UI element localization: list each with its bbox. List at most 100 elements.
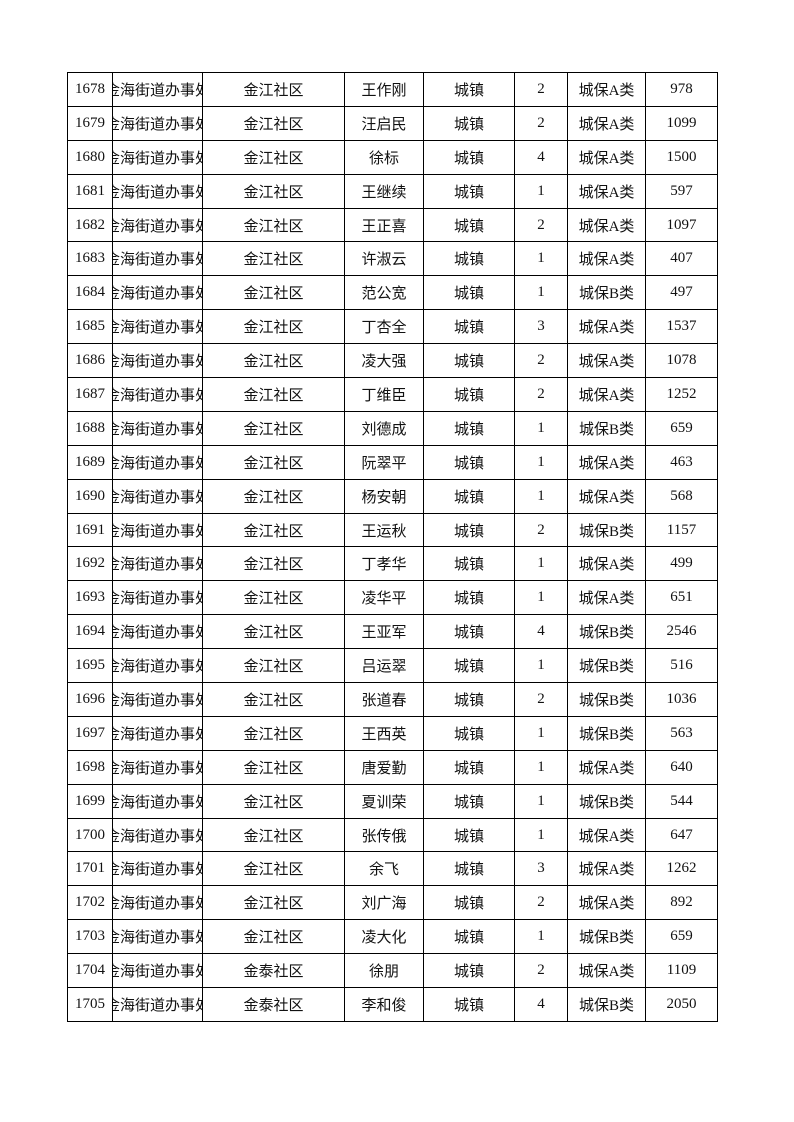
row-number: 1685 bbox=[67, 309, 113, 345]
category: 城保A类 bbox=[567, 241, 646, 277]
office-text: 金海街道办事处 bbox=[114, 489, 202, 506]
person-name: 王继续 bbox=[344, 173, 424, 209]
table-row: 1700金海街道办事处金江社区张传俄城镇1城保A类647 bbox=[67, 817, 718, 853]
office: 金海街道办事处 bbox=[112, 72, 203, 107]
person-name: 丁孝华 bbox=[344, 546, 424, 582]
row-number: 1701 bbox=[67, 851, 113, 887]
community: 金江社区 bbox=[202, 309, 345, 345]
amount: 407 bbox=[645, 241, 718, 277]
community: 金江社区 bbox=[202, 885, 345, 921]
community: 金江社区 bbox=[202, 614, 345, 650]
area-type: 城镇 bbox=[423, 410, 515, 446]
row-number: 1699 bbox=[67, 783, 113, 819]
area-type: 城镇 bbox=[423, 715, 515, 751]
community: 金江社区 bbox=[202, 648, 345, 684]
person-name: 张传俄 bbox=[344, 817, 424, 853]
office-text: 金海街道办事处 bbox=[114, 523, 202, 540]
office-text: 金海街道办事处 bbox=[114, 252, 202, 269]
area-type: 城镇 bbox=[423, 72, 515, 107]
community: 金江社区 bbox=[202, 512, 345, 548]
category: 城保B类 bbox=[567, 715, 646, 751]
office-text: 金海街道办事处 bbox=[114, 862, 202, 879]
community: 金江社区 bbox=[202, 546, 345, 582]
area-type: 城镇 bbox=[423, 885, 515, 921]
table-row: 1690金海街道办事处金江社区杨安朝城镇1城保A类568 bbox=[67, 478, 718, 514]
category: 城保B类 bbox=[567, 987, 646, 1022]
office: 金海街道办事处 bbox=[112, 377, 203, 412]
person-name: 许淑云 bbox=[344, 241, 424, 277]
office: 金海街道办事处 bbox=[112, 512, 203, 548]
person-name: 刘广海 bbox=[344, 885, 424, 921]
area-type: 城镇 bbox=[423, 173, 515, 209]
amount: 563 bbox=[645, 715, 718, 751]
amount: 647 bbox=[645, 817, 718, 853]
office: 金海街道办事处 bbox=[112, 783, 203, 819]
community: 金江社区 bbox=[202, 783, 345, 819]
table-row: 1679金海街道办事处金江社区汪启民城镇2城保A类1099 bbox=[67, 105, 718, 141]
row-number: 1683 bbox=[67, 241, 113, 277]
category: 城保B类 bbox=[567, 648, 646, 684]
community: 金江社区 bbox=[202, 817, 345, 853]
office: 金海街道办事处 bbox=[112, 580, 203, 616]
category: 城保B类 bbox=[567, 614, 646, 650]
household-size: 2 bbox=[514, 512, 568, 548]
household-size: 3 bbox=[514, 851, 568, 887]
amount: 1157 bbox=[645, 512, 718, 548]
area-type: 城镇 bbox=[423, 682, 515, 717]
area-type: 城镇 bbox=[423, 309, 515, 345]
row-number: 1695 bbox=[67, 648, 113, 684]
category: 城保B类 bbox=[567, 682, 646, 717]
office: 金海街道办事处 bbox=[112, 851, 203, 887]
office-text: 金海街道办事处 bbox=[114, 387, 202, 404]
category: 城保B类 bbox=[567, 410, 646, 446]
area-type: 城镇 bbox=[423, 614, 515, 650]
area-type: 城镇 bbox=[423, 139, 515, 175]
row-number: 1682 bbox=[67, 207, 113, 243]
person-name: 王作刚 bbox=[344, 72, 424, 107]
office-text: 金海街道办事处 bbox=[114, 150, 202, 167]
office-text: 金海街道办事处 bbox=[114, 455, 202, 472]
table-row: 1698金海街道办事处金江社区唐爱勤城镇1城保A类640 bbox=[67, 749, 718, 785]
household-size: 3 bbox=[514, 309, 568, 345]
office-text: 金海街道办事处 bbox=[114, 997, 202, 1014]
household-size: 1 bbox=[514, 919, 568, 955]
office-text: 金海街道办事处 bbox=[114, 591, 202, 608]
person-name: 刘德成 bbox=[344, 410, 424, 446]
household-size: 1 bbox=[514, 715, 568, 751]
household-size: 1 bbox=[514, 173, 568, 209]
amount: 640 bbox=[645, 749, 718, 785]
table-row: 1686金海街道办事处金江社区凌大强城镇2城保A类1078 bbox=[67, 343, 718, 379]
office-text: 金海街道办事处 bbox=[114, 354, 202, 371]
office-text: 金海街道办事处 bbox=[114, 896, 202, 913]
category: 城保A类 bbox=[567, 885, 646, 921]
row-number: 1688 bbox=[67, 410, 113, 446]
office-text: 金海街道办事处 bbox=[114, 964, 202, 981]
office: 金海街道办事处 bbox=[112, 648, 203, 684]
person-name: 吕运翠 bbox=[344, 648, 424, 684]
table-row: 1694金海街道办事处金江社区王亚军城镇4城保B类2546 bbox=[67, 614, 718, 650]
person-name: 王正喜 bbox=[344, 207, 424, 243]
office: 金海街道办事处 bbox=[112, 309, 203, 345]
household-size: 4 bbox=[514, 987, 568, 1022]
category: 城保A类 bbox=[567, 444, 646, 480]
community: 金江社区 bbox=[202, 139, 345, 175]
office: 金海街道办事处 bbox=[112, 410, 203, 446]
area-type: 城镇 bbox=[423, 580, 515, 616]
category: 城保A类 bbox=[567, 953, 646, 989]
community: 金江社区 bbox=[202, 919, 345, 955]
category: 城保A类 bbox=[567, 580, 646, 616]
office-text: 金海街道办事处 bbox=[114, 692, 202, 709]
area-type: 城镇 bbox=[423, 546, 515, 582]
person-name: 徐标 bbox=[344, 139, 424, 175]
household-size: 2 bbox=[514, 105, 568, 141]
area-type: 城镇 bbox=[423, 478, 515, 514]
office: 金海街道办事处 bbox=[112, 207, 203, 243]
table-row: 1689金海街道办事处金江社区阮翠平城镇1城保A类463 bbox=[67, 444, 718, 480]
office: 金海街道办事处 bbox=[112, 343, 203, 379]
area-type: 城镇 bbox=[423, 851, 515, 887]
person-name: 凌大强 bbox=[344, 343, 424, 379]
table-row: 1680金海街道办事处金江社区徐标城镇4城保A类1500 bbox=[67, 139, 718, 175]
office: 金海街道办事处 bbox=[112, 105, 203, 141]
row-number: 1705 bbox=[67, 987, 113, 1022]
